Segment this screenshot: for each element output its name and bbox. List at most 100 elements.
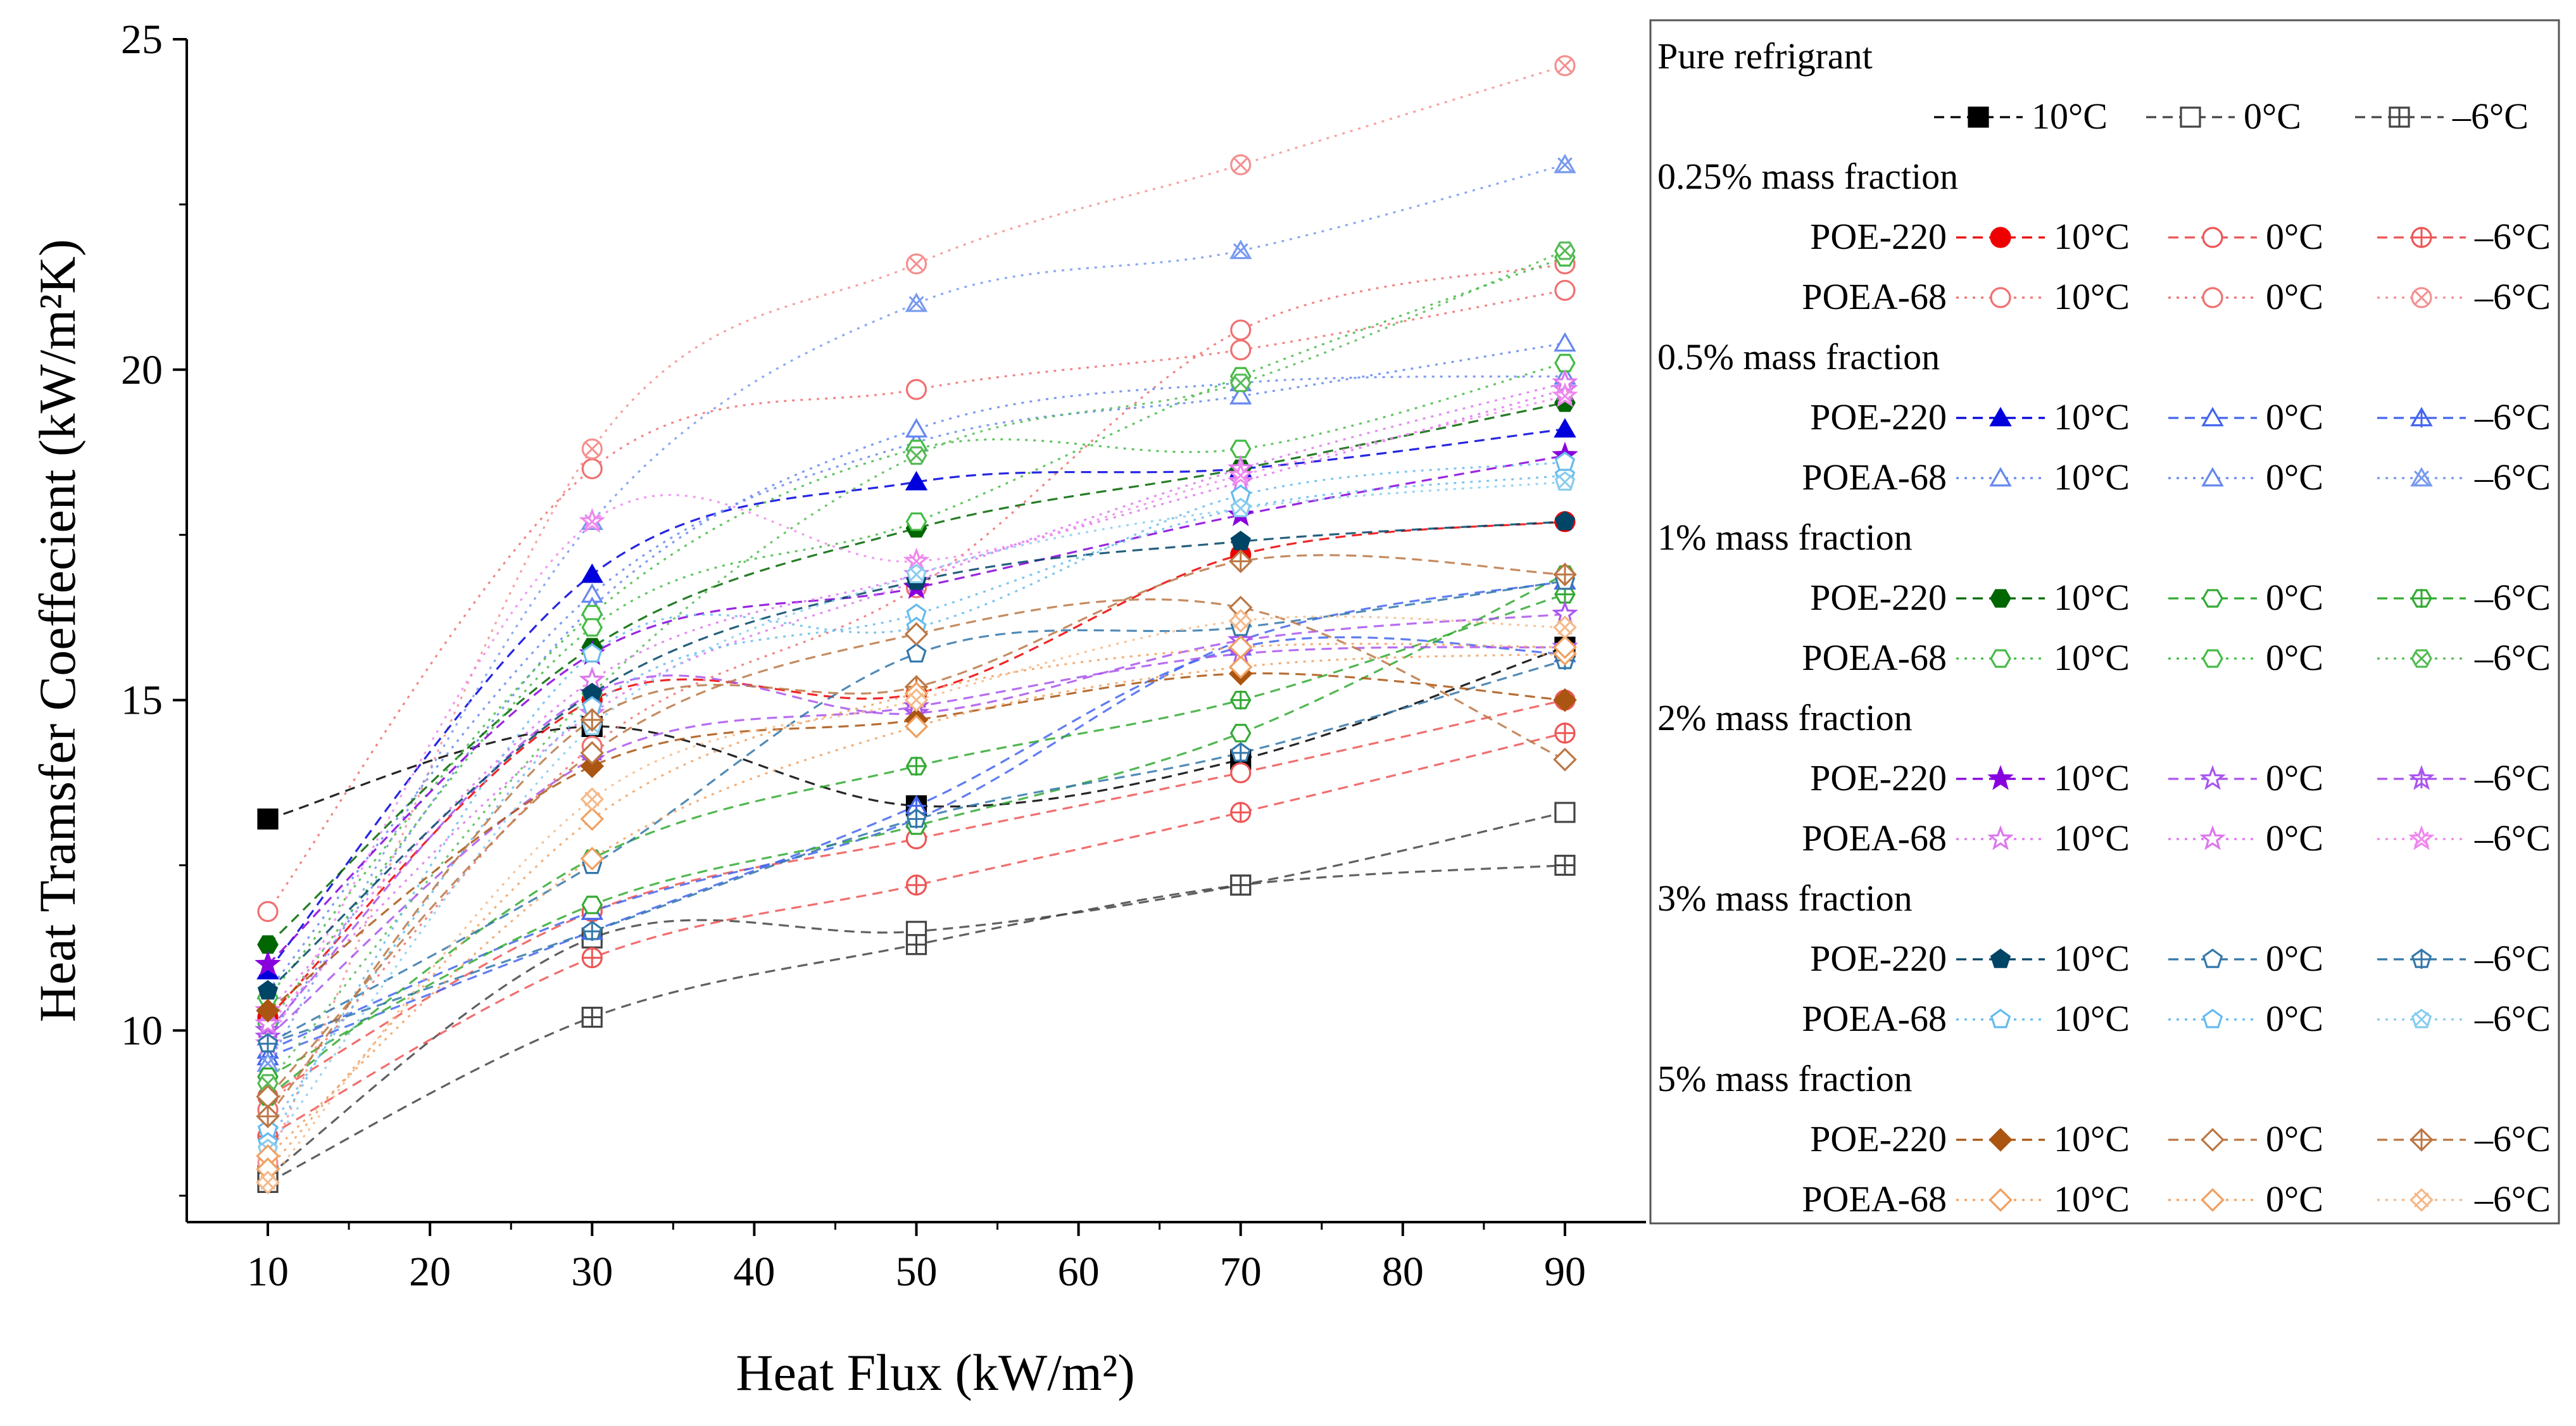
legend-marker-p2-poe-0 [2199, 765, 2226, 790]
point-p3-poe-m6-50 [906, 808, 927, 829]
legend-marker-p05-poea-m6 [2410, 467, 2433, 487]
legend-temp-p3-poe-0: 0°C [2266, 938, 2323, 979]
y-tick-label-10: 10 [121, 1007, 163, 1054]
legend-marker-p1-poe-10 [1990, 589, 2011, 608]
point-p025-poe-0-70 [1230, 762, 1252, 783]
point-p1-poea-0-50 [905, 512, 927, 531]
point-p5-poea-m6-70 [1228, 609, 1253, 633]
legend-temp-p3-poe-m6: –6°C [2474, 938, 2551, 979]
series-line-pure-m6 [267, 864, 1565, 1183]
legend-marker-p05-poe-m6 [2410, 407, 2433, 427]
point-p5-poea-10-30 [580, 847, 605, 871]
legend-marker-p2-poea-m6 [2408, 825, 2435, 850]
point-p5-poea-0-70 [1228, 635, 1253, 659]
legend-marker-p5-poe-0 [2201, 1128, 2225, 1152]
series-line-p3-poe-10 [267, 521, 1565, 992]
legend-marker-p025-poea-10 [1990, 287, 2011, 308]
legend-temp-pure-10: 10°C [2032, 96, 2108, 137]
series-line-p05-poe-10 [267, 428, 1566, 972]
series-line-p5-poea-10 [267, 652, 1565, 1157]
point-p5-poe-m6-90 [1553, 562, 1577, 587]
legend-marker-p3-poea-10 [1990, 1009, 2011, 1028]
point-p5-poe-0-90 [1553, 747, 1577, 772]
legend-row-label-1-0: POE-220 [1810, 216, 1947, 257]
series-line-p2-poea-m6 [267, 394, 1566, 1045]
legend-temp-p5-poe-10: 10°C [2054, 1118, 2130, 1159]
point-p05-poea-m6-50 [905, 292, 928, 312]
legend-temp-p025-poe-10: 10°C [2054, 216, 2130, 257]
point-p025-poe-m6-70 [1230, 802, 1252, 823]
series-line-p1-poea-m6 [267, 249, 1566, 1084]
legend-temp-pure-0: 0°C [2244, 96, 2301, 137]
point-p5-poea-10-70 [1228, 655, 1253, 679]
point-p5-poea-10-50 [904, 714, 929, 739]
series-line-p1-poe-10 [267, 401, 1566, 945]
legend-temp-p025-poea-0: 0°C [2266, 276, 2323, 317]
point-p05-poea-m6-70 [1229, 239, 1252, 260]
legend-row-label-2-0: POE-220 [1810, 396, 1947, 438]
legend-heading-6: 5% mass fraction [1657, 1058, 1913, 1099]
legend-row-label-6-1: POEA-68 [1802, 1178, 1947, 1220]
legend-marker-p2-poea-0 [2199, 825, 2226, 850]
point-p1-poea-10-90 [1554, 353, 1576, 372]
point-p025-poea-10-10 [257, 900, 279, 923]
point-p1-poe-m6-70 [1229, 690, 1252, 710]
series-line-p5-poea-0 [267, 643, 1565, 1170]
series-line-p3-poe-m6 [267, 659, 1566, 1045]
legend-marker-p2-poea-10 [1987, 825, 2014, 850]
point-p05-poea-m6-90 [1554, 153, 1576, 174]
x-tick-label-50: 50 [896, 1249, 938, 1295]
point-p05-poea-0-50 [905, 418, 928, 438]
series-line-p3-poea-m6 [267, 481, 1566, 1151]
legend-marker-p025-poea-m6 [2411, 287, 2432, 308]
point-p05-poe-10-90 [1554, 418, 1576, 438]
legend-marker-p3-poe-0 [2202, 949, 2223, 968]
legend-marker-p5-poea-0 [2201, 1188, 2225, 1212]
x-tick-label-40: 40 [733, 1249, 775, 1295]
point-pure-m6-90 [1554, 854, 1576, 876]
legend-temp-p5-poea-m6: –6°C [2474, 1178, 2551, 1220]
legend-row-label-4-0: POE-220 [1810, 757, 1947, 798]
legend-row-label-3-0: POE-220 [1810, 577, 1947, 618]
legend-temp-p05-poe-10: 10°C [2054, 396, 2130, 438]
point-p5-poe-m6-30 [580, 708, 605, 732]
legend-marker-p05-poea-10 [1989, 467, 2012, 487]
legend-marker-pure-10 [1968, 106, 1989, 128]
series-line-p2-poe-10 [267, 454, 1566, 966]
point-p05-poe-10-30 [581, 563, 603, 583]
series-line-p3-poea-10 [267, 474, 1566, 1130]
legend-temp-p025-poea-m6: –6°C [2474, 276, 2551, 317]
y-tick-label-15: 15 [121, 678, 163, 724]
series-line-p2-poe-m6 [267, 646, 1565, 1038]
series-line-p025-poea-m6 [267, 65, 1566, 1163]
x-tick-label-60: 60 [1058, 1249, 1100, 1295]
point-p3-poea-0-70 [1230, 484, 1251, 504]
point-p5-poea-m6-30 [580, 787, 605, 811]
legend-marker-p5-poe-10 [1989, 1128, 2013, 1152]
point-pure-10-10 [257, 808, 279, 830]
legend-heading-3: 1% mass fraction [1657, 517, 1913, 558]
point-p5-poe-10-30 [580, 754, 605, 778]
legend-heading-1: 0.25% mass fraction [1657, 156, 1958, 197]
axes: 10 20 30 40 50 60 70 80 90 10 15 20 25 Heat Flux (kW/… [28, 16, 1646, 1401]
point-p1-poe-0-70 [1229, 724, 1252, 743]
legend-row-label-3-1: POEA-68 [1802, 637, 1947, 678]
point-p2-poea-m6-30 [579, 507, 606, 533]
legend-marker-p1-poea-m6 [2411, 649, 2432, 668]
point-p3-poea-m6-70 [1230, 497, 1251, 517]
point-pure-0-90 [1554, 802, 1576, 823]
legend-marker-p3-poe-10 [1990, 949, 2011, 968]
point-pure-m6-30 [581, 1006, 603, 1028]
legend-temp-p3-poea-10: 10°C [2054, 998, 2130, 1039]
series-line-p025-poea-0 [267, 263, 1566, 1111]
series-line-p2-poe-0 [267, 613, 1566, 1032]
legend-marker-p3-poe-m6 [2411, 949, 2432, 969]
series-line-p05-poea-m6 [267, 163, 1566, 1064]
point-pure-m6-50 [905, 934, 927, 956]
legend-temp-p2-poea-10: 10°C [2054, 817, 2130, 859]
x-tick-label-10: 10 [247, 1249, 289, 1295]
legend-marker-p1-poea-10 [1990, 649, 2011, 668]
legend-temp-p2-poea-m6: –6°C [2474, 817, 2551, 859]
legend-marker-p1-poe-0 [2202, 589, 2223, 608]
